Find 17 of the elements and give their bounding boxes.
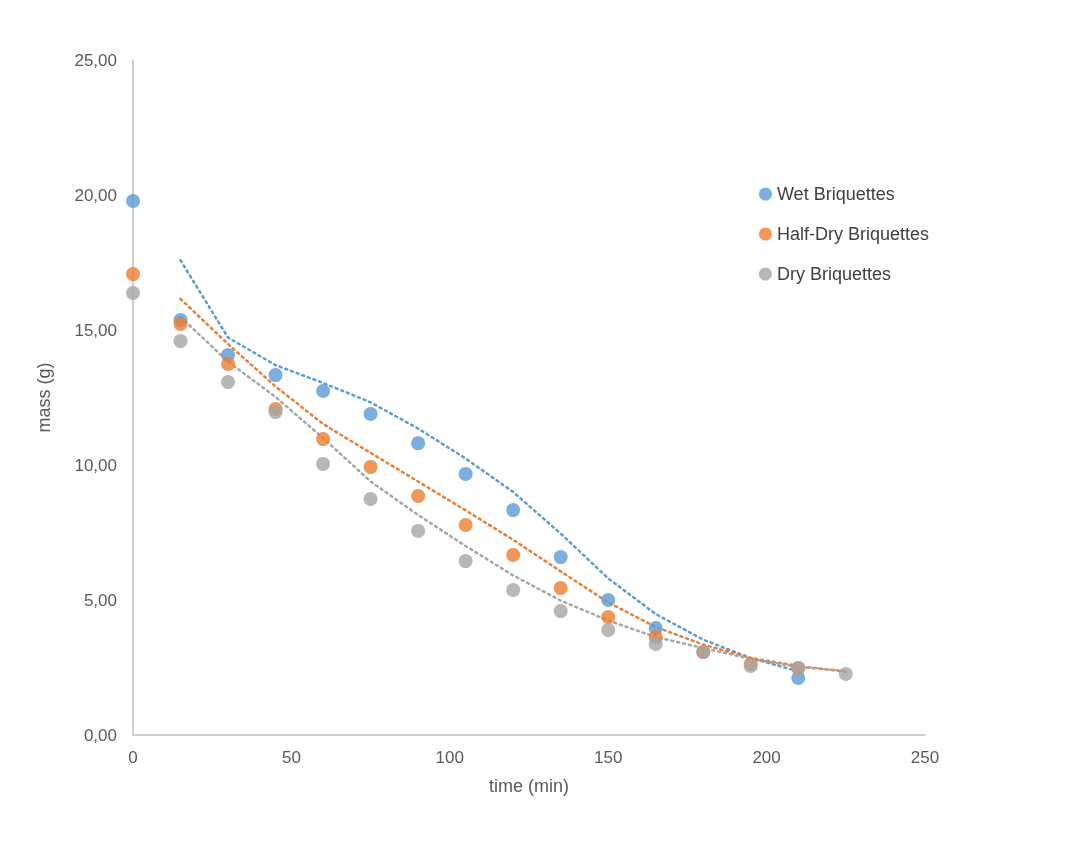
x-tick-label: 0 — [128, 748, 138, 767]
y-tick-label: 0,00 — [83, 725, 117, 745]
y-tick-label: 20,00 — [74, 185, 117, 205]
legend-label: Half-Dry Briquettes — [776, 224, 929, 244]
y-axis-title: mass (g) — [34, 362, 54, 433]
y-tick-label: 25,00 — [74, 50, 117, 70]
y-tick-label: 5,00 — [83, 590, 117, 610]
legend-label: Dry Briquettes — [776, 264, 891, 284]
x-tick-label: 150 — [594, 748, 623, 767]
y-tick-label: 15,00 — [74, 320, 117, 340]
x-tick-label: 250 — [910, 748, 940, 767]
x-tick-label: 200 — [752, 748, 781, 767]
x-tick-label: 50 — [281, 748, 301, 767]
legend-label: Wet Briquettes — [776, 184, 895, 204]
x-tick-label: 100 — [435, 748, 464, 767]
x-axis-title: time (min) — [489, 776, 569, 796]
y-tick-label: 10,00 — [74, 455, 117, 475]
